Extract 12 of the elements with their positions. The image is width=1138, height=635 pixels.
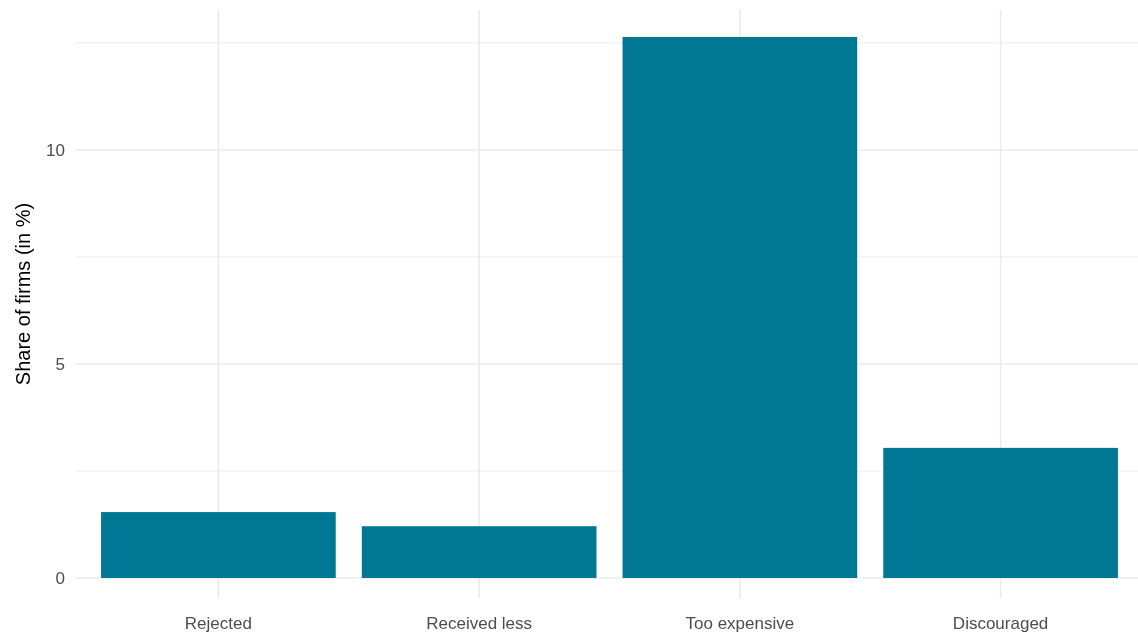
- x-tick-label: Received less: [426, 614, 533, 633]
- bar: [361, 526, 597, 578]
- y-tick-label: 10: [46, 140, 65, 160]
- x-tick-label: Rejected: [184, 614, 252, 633]
- bar: [101, 512, 336, 578]
- y-tick-label: 5: [55, 354, 65, 374]
- bar: [622, 36, 858, 578]
- x-tick-label: Too expensive: [685, 614, 795, 633]
- x-tick-label: Discouraged: [952, 614, 1049, 633]
- y-tick-label: 0: [55, 568, 65, 588]
- bar: [883, 447, 1118, 578]
- y-axis-title: Share of firms (in %): [12, 202, 34, 386]
